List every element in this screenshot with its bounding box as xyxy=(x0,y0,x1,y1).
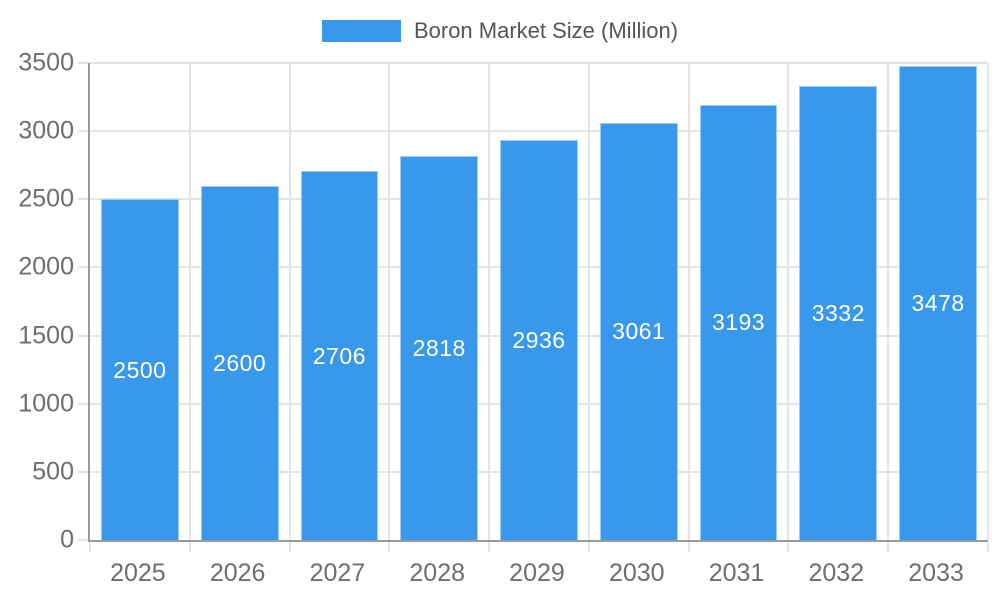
y-axis-label: 0 xyxy=(60,525,74,554)
y-axis-label: 3000 xyxy=(18,116,74,145)
legend-swatch xyxy=(321,20,401,42)
bar-slot: 3332 xyxy=(788,63,888,540)
y-axis-label: 2000 xyxy=(18,252,74,281)
v-gridline xyxy=(488,63,491,540)
bar-value-label: 3332 xyxy=(811,299,865,326)
y-axis-tick xyxy=(78,470,88,473)
y-axis-tick xyxy=(78,539,88,541)
y-axis-tick xyxy=(78,402,88,405)
y-axis-label: 1500 xyxy=(18,321,74,350)
x-axis-label: 2031 xyxy=(708,559,765,587)
bar-value-label: 2500 xyxy=(113,356,167,383)
x-axis-tick xyxy=(388,542,391,552)
bar-slot: 2818 xyxy=(389,63,489,540)
y-axis-tick xyxy=(78,334,88,337)
x-axis-tick xyxy=(288,542,291,552)
y-axis-tick xyxy=(78,62,88,64)
y-axis-tick xyxy=(78,130,88,133)
plot-area: 2500 2600 2706 2818 2936 3061 3193 3332 3478 xyxy=(78,62,989,552)
bar-slot: 2500 xyxy=(90,63,190,540)
y-axis-labels: 0 500 1000 1500 2000 2500 3000 3500 xyxy=(0,50,74,552)
bar[interactable]: 2818 xyxy=(400,155,479,540)
bar[interactable]: 2936 xyxy=(500,139,578,540)
h-gridline xyxy=(90,62,988,64)
h-gridline xyxy=(90,130,988,133)
bar[interactable]: 3193 xyxy=(699,104,778,540)
x-axis-tick xyxy=(188,542,191,552)
bar-value-label: 2600 xyxy=(213,349,267,376)
x-axis-label: 2032 xyxy=(808,559,865,587)
v-gridline xyxy=(188,63,191,540)
y-axis-label: 2500 xyxy=(18,184,74,213)
x-axis-label: 2025 xyxy=(110,559,166,587)
legend-label: Boron Market Size (Million) xyxy=(413,18,679,43)
y-axis-label: 1000 xyxy=(18,389,74,418)
v-gridline xyxy=(388,63,391,540)
y-axis-label: 3500 xyxy=(18,48,74,77)
bar-slot: 3061 xyxy=(589,63,689,540)
bar-slot: 3193 xyxy=(689,63,789,540)
v-gridline xyxy=(987,63,989,540)
x-axis-label: 2027 xyxy=(309,559,366,587)
legend[interactable]: Boron Market Size (Million) xyxy=(0,18,1000,44)
bar-value-label: 3061 xyxy=(612,318,666,345)
v-gridline xyxy=(687,63,690,540)
bar-slot: 2706 xyxy=(290,63,390,540)
x-axis-label: 2033 xyxy=(908,559,964,587)
v-gridline xyxy=(288,63,291,540)
x-axis-label: 2028 xyxy=(409,559,466,587)
x-axis-label: 2026 xyxy=(209,559,266,587)
bar-slot: 2600 xyxy=(190,63,290,540)
x-axis-tick xyxy=(887,542,890,552)
bar-value-label: 3193 xyxy=(711,309,766,336)
v-gridline xyxy=(787,63,790,540)
x-axis-tick xyxy=(587,542,590,552)
bar-value-label: 2936 xyxy=(512,326,566,353)
bar-slot: 2936 xyxy=(489,63,589,540)
y-axis-tick xyxy=(78,266,88,269)
x-axis-tick xyxy=(687,542,690,552)
bar-value-label: 2818 xyxy=(412,334,466,361)
bar[interactable]: 2600 xyxy=(200,185,279,540)
bar[interactable]: 3061 xyxy=(599,122,678,540)
x-axis-tick xyxy=(787,542,790,552)
v-gridline xyxy=(887,63,890,540)
v-gridline xyxy=(587,63,590,540)
y-axis-label: 500 xyxy=(32,457,74,486)
x-axis-tick xyxy=(89,542,91,552)
bar-value-label: 2706 xyxy=(312,342,366,369)
bar[interactable]: 2500 xyxy=(100,199,179,540)
x-axis-tick xyxy=(987,542,989,552)
x-axis-label: 2030 xyxy=(608,559,665,587)
bar-value-label: 3478 xyxy=(911,290,965,316)
bar-slot: 3478 xyxy=(888,63,988,540)
y-axis-tick xyxy=(78,198,88,201)
x-axis-tick xyxy=(488,542,491,552)
bar[interactable]: 2706 xyxy=(300,171,379,540)
x-axis-labels: 2025 2026 2027 2028 2029 2030 2031 2032 2033 xyxy=(88,557,986,589)
x-axis-label: 2029 xyxy=(509,559,565,587)
bar[interactable]: 3332 xyxy=(799,85,878,540)
bar[interactable]: 3478 xyxy=(899,66,977,540)
